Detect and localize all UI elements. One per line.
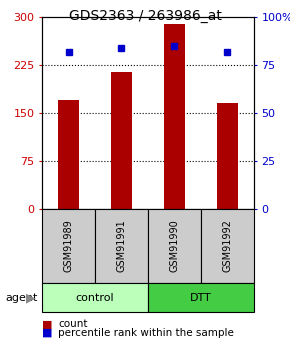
- Text: agent: agent: [6, 293, 38, 303]
- Bar: [164, 23, 185, 209]
- Text: control: control: [76, 293, 114, 303]
- Text: ■: ■: [42, 319, 52, 329]
- Text: count: count: [58, 319, 88, 329]
- Bar: [217, 104, 238, 209]
- Text: ▶: ▶: [26, 291, 35, 304]
- Text: GSM91990: GSM91990: [169, 219, 179, 272]
- Text: GDS2363 / 263986_at: GDS2363 / 263986_at: [68, 9, 222, 23]
- Bar: [58, 100, 79, 209]
- Bar: [111, 71, 132, 209]
- Text: ■: ■: [42, 328, 52, 338]
- Text: GSM91989: GSM91989: [64, 219, 73, 272]
- Text: GSM91992: GSM91992: [222, 219, 232, 272]
- Text: DTT: DTT: [190, 293, 212, 303]
- Text: percentile rank within the sample: percentile rank within the sample: [58, 328, 234, 338]
- Text: GSM91991: GSM91991: [117, 219, 126, 272]
